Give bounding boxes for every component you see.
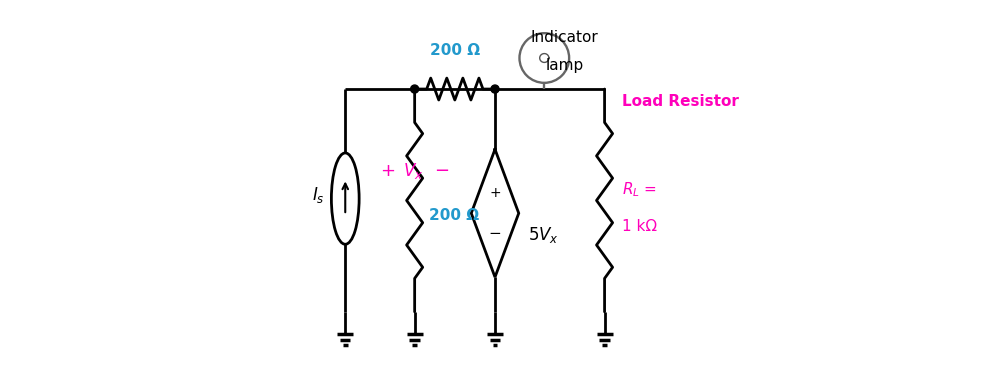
Text: 1 kΩ: 1 kΩ bbox=[622, 219, 657, 234]
Text: Load Resistor: Load Resistor bbox=[622, 94, 739, 109]
Text: −: − bbox=[489, 226, 501, 241]
Text: +: + bbox=[380, 162, 395, 180]
Text: −: − bbox=[435, 162, 449, 180]
Text: $5V_x$: $5V_x$ bbox=[528, 225, 558, 245]
Circle shape bbox=[491, 85, 499, 93]
Text: $R_L$ =: $R_L$ = bbox=[622, 180, 657, 199]
Circle shape bbox=[411, 85, 419, 93]
Text: 200 Ω: 200 Ω bbox=[430, 43, 480, 58]
Text: 200 Ω: 200 Ω bbox=[430, 208, 479, 223]
Text: $I_s$: $I_s$ bbox=[313, 185, 325, 205]
Text: $V_x$: $V_x$ bbox=[403, 161, 423, 181]
Text: lamp: lamp bbox=[545, 58, 583, 73]
Text: Indicator: Indicator bbox=[531, 31, 598, 45]
Text: +: + bbox=[489, 186, 501, 200]
